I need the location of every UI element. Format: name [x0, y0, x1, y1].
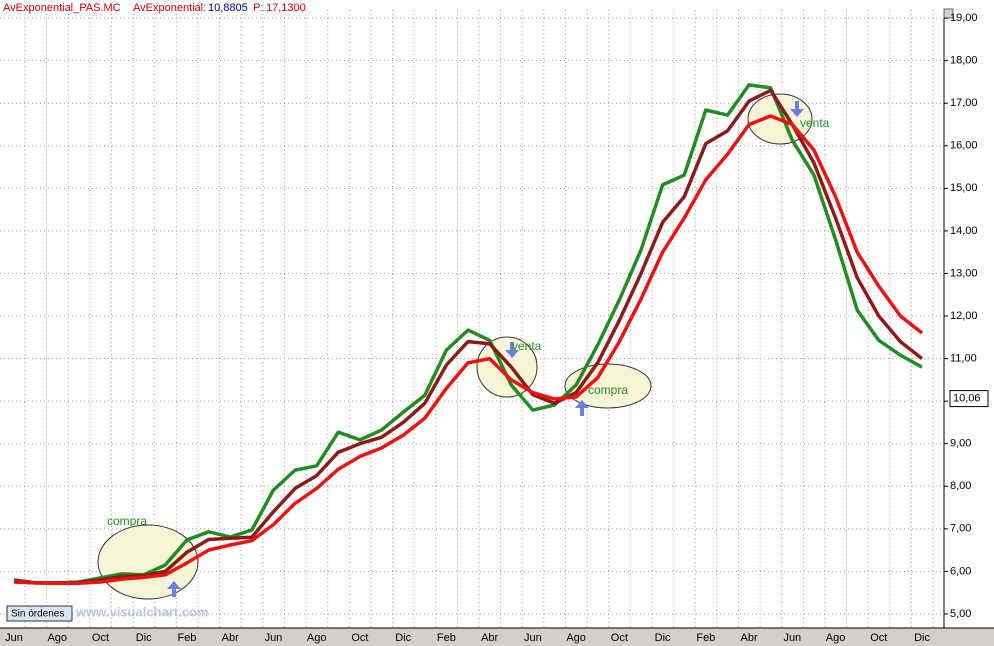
x-tick-label: Abr [222, 632, 239, 644]
last-price-label: 10,06 [953, 392, 981, 404]
sell-arrow [505, 342, 519, 358]
y-tick-label: 7,00 [950, 523, 971, 535]
series [13, 83, 924, 586]
buy-arrow [575, 400, 589, 416]
header-price-label: P: [253, 2, 263, 14]
buy-arrow [167, 581, 181, 597]
x-tick-label: Jun [5, 632, 23, 644]
x-axis-band [0, 628, 994, 646]
x-tick-label: Feb [177, 632, 196, 644]
x-tick-label: Feb [437, 632, 456, 644]
x-tick-label: Ago [566, 632, 586, 644]
y-tick-label: 6,00 [950, 565, 971, 577]
y-tick-label: 16,00 [950, 140, 978, 152]
y-tick-label: 5,00 [950, 608, 971, 620]
x-tick-label: Dic [395, 632, 411, 644]
orders-text: Sin órdenes [11, 609, 64, 620]
x-tick-label: Dic [914, 632, 930, 644]
x-tick-label: Ago [47, 632, 67, 644]
annotation: venta [512, 339, 542, 353]
y-tick-label: 14,00 [950, 225, 978, 237]
x-tick-label: Ago [307, 632, 327, 644]
x-tick-label: Jun [783, 632, 801, 644]
y-tick-label: 18,00 [950, 55, 978, 67]
x-tick-label: Jun [265, 632, 283, 644]
x-tick-label: Jun [524, 632, 542, 644]
header-indicator: AvExponential: [133, 2, 206, 14]
annotation: compra [588, 383, 628, 397]
series-line [13, 114, 924, 586]
y-tick-label: 9,00 [950, 438, 971, 450]
x-tick-label: Feb [696, 632, 715, 644]
x-tick-label: Ago [826, 632, 846, 644]
annotation: venta [800, 116, 830, 130]
arrows [167, 101, 804, 597]
x-tick-label: Oct [870, 632, 887, 644]
watermark: www.visualchart.com [75, 604, 208, 619]
orders-box[interactable] [6, 605, 73, 622]
x-tick-label: Abr [481, 632, 498, 644]
y-tick-label: 19,00 [950, 12, 978, 24]
y-tick-label: 8,00 [950, 480, 971, 492]
y-tick-label: 13,00 [950, 267, 978, 279]
y-tick-label: 11,00 [950, 352, 977, 364]
x-tick-label: Oct [92, 632, 109, 644]
y-tick-label: 17,00 [950, 97, 978, 109]
x-tick-label: Oct [351, 632, 368, 644]
x-tick-label: Abr [741, 632, 758, 644]
x-tick-label: Dic [655, 632, 671, 644]
header-symbol: AvExponential_PAS.MC [3, 2, 121, 14]
series-line [13, 88, 924, 585]
x-tick-label: Oct [611, 632, 628, 644]
annotations: compra venta compra venta [107, 116, 830, 528]
series-line [13, 83, 923, 585]
header-indicator-value: 10,8805 [208, 2, 248, 14]
signal-ellipse [564, 363, 652, 409]
signal-ellipse [97, 524, 199, 600]
x-tick-label: Dic [136, 632, 152, 644]
annotation: compra [107, 514, 147, 528]
header-price-value: 17,1300 [266, 2, 306, 14]
y-tick-label: 12,00 [950, 310, 978, 322]
last-price-box [949, 390, 989, 408]
sell-arrow [790, 101, 804, 117]
corner-button[interactable] [943, 8, 954, 19]
y-tick-label: 15,00 [950, 182, 978, 194]
